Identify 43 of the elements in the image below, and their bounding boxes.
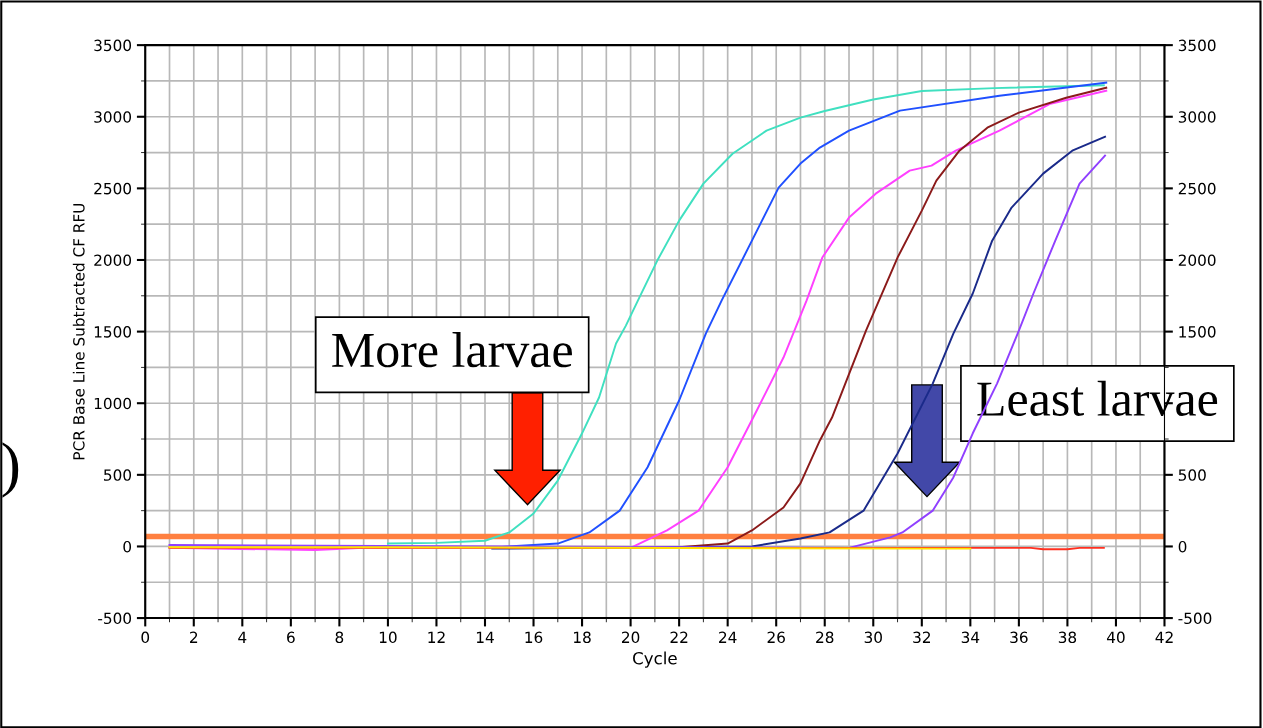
y2-tick-label: 0 [1178,540,1187,553]
y-tick-label: 0 [123,540,132,553]
x-tick-label: 18 [574,631,591,644]
y2-tick-label: 3500 [1178,39,1216,52]
y2-tick-label: 2000 [1178,254,1216,267]
x-tick-label: 38 [1058,631,1077,644]
x-tick-label: 32 [913,631,930,644]
y-tick-label: 3000 [94,111,132,123]
y2-tick-label: -500 [1178,612,1212,625]
y2-tick-label: 3000 [1178,111,1216,123]
y2-tick-label: 1500 [1179,326,1216,338]
x-tick-label: 6 [287,631,295,644]
x-tick-label: 20 [622,631,640,644]
y2-tick-label: 500 [1178,469,1206,481]
x-tick-label: 34 [961,631,980,644]
annotation: More larvae [332,332,572,368]
x-axis-title: Cycle [633,651,677,668]
text: ) [2,442,19,498]
y-tick-label: 500 [104,469,132,481]
y-tick-label: 1500 [94,326,132,338]
x-tick-label: 16 [525,631,543,644]
x-tick-label: 42 [1155,631,1173,643]
x-tick-label: 24 [719,631,737,643]
y-tick-label: 3500 [94,39,132,52]
y-tick-label: -500 [98,612,132,625]
y-tick-label: 2000 [94,254,132,267]
x-tick-label: 2 [190,631,198,643]
x-tick-label: 36 [1010,631,1028,644]
x-tick-label: 28 [816,631,834,644]
x-tick-label: 14 [476,631,494,643]
y-tick-label: 2500 [94,182,132,195]
x-tick-label: 40 [1106,631,1125,644]
x-tick-label: 12 [428,631,445,643]
x-tick-label: 30 [864,631,882,644]
x-tick-label: 0 [141,631,150,644]
x-tick-label: 4 [238,631,247,643]
x-tick-label: 10 [379,631,397,644]
y2-tick-label: 2500 [1178,182,1216,195]
y-axis-title: PCR Base Line Subtracted CF RFU [72,203,85,460]
x-tick-label: 22 [670,631,688,643]
x-tick-label: 8 [335,631,344,644]
y-tick-label: 1000 [94,397,132,410]
x-tick-label: 26 [767,631,785,644]
